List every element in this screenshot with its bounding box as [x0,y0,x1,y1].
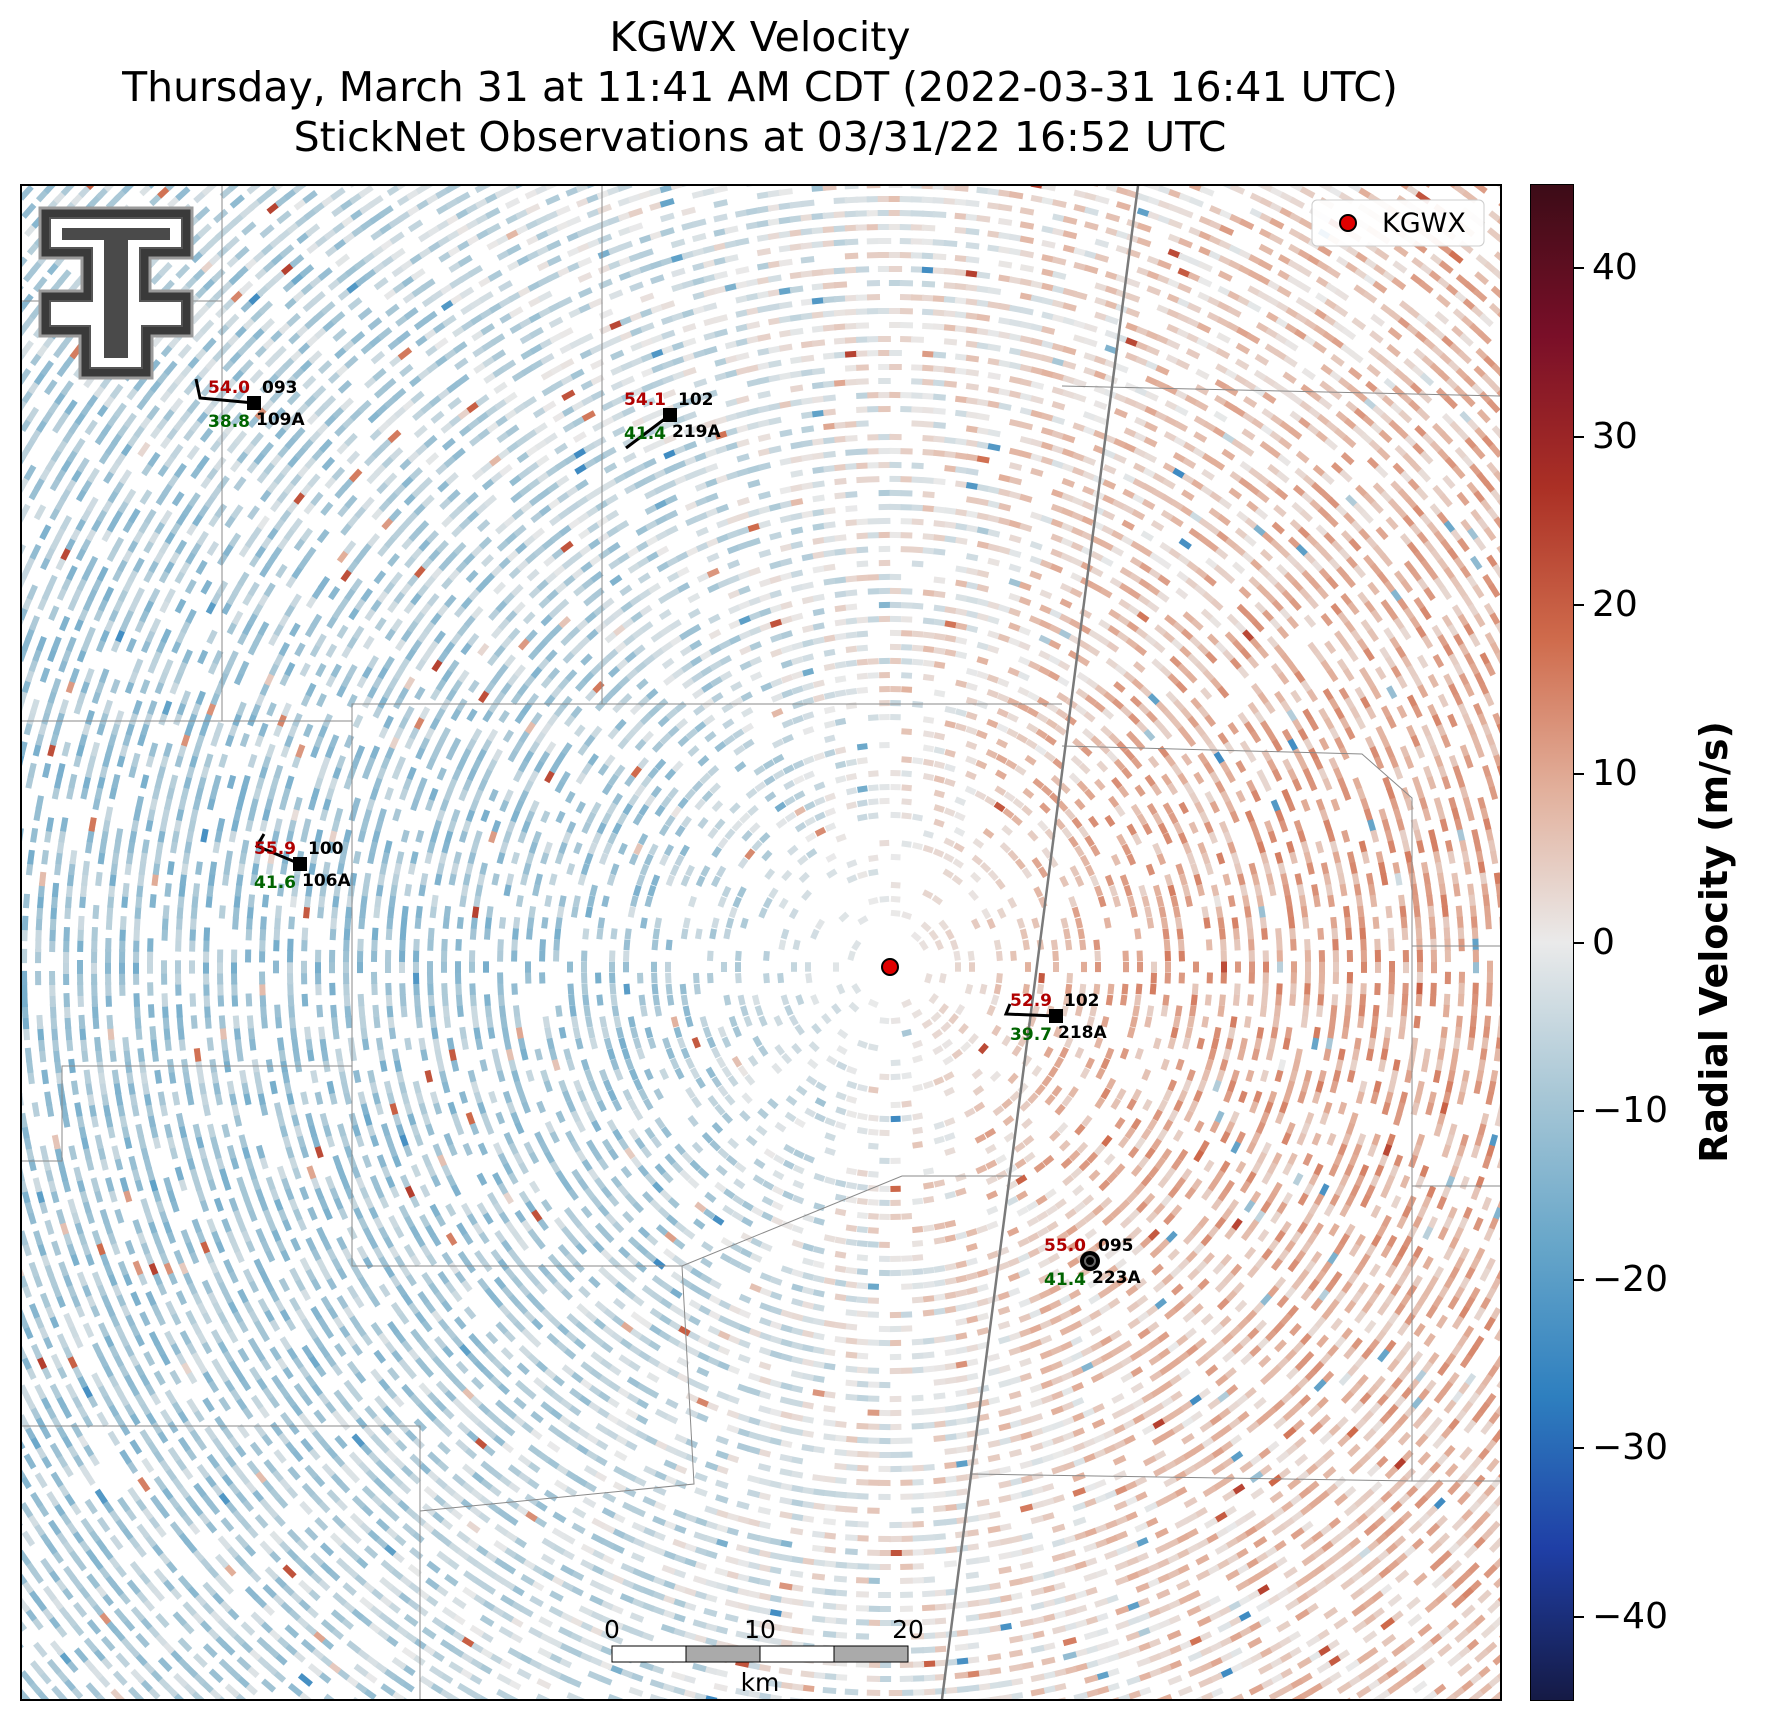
station-wind-direction: 100 [308,839,344,859]
colorbar-tick-label: −20 [1592,1258,1668,1300]
colorbar-tick-mark [1574,1278,1584,1281]
station-dewpoint: 41.4 [1044,1270,1086,1290]
station-temperature: 54.0 [208,378,250,398]
station-dewpoint: 38.8 [208,412,250,432]
station-marker [293,857,307,871]
radar-map: 54.0 093 38.8 109A 54.1 102 41.4 219A 55.9 100 41.… [20,184,1502,1701]
station-temperature: 54.1 [624,390,666,410]
legend-label: KGWX [1382,208,1466,239]
station-id: 223A [1092,1268,1141,1288]
colorbar-tick-label: 40 [1592,247,1638,289]
colorbar-tick-label: 0 [1592,921,1615,963]
station-dewpoint: 41.4 [624,424,666,444]
station-marker [663,408,677,422]
county-boundaries [22,186,1500,1699]
colorbar-tick-mark [1574,267,1584,270]
legend: KGWX [1311,199,1485,247]
colorbar-tick-mark [1574,604,1584,607]
station-wind-direction: 102 [678,390,714,410]
colorbar-tick-mark [1574,1615,1584,1618]
title-block: KGWX Velocity Thursday, March 31 at 11:4… [0,12,1520,162]
station-id: 218A [1058,1023,1107,1043]
station-temperature: 52.9 [1010,991,1052,1011]
scale-unit: km [741,1668,780,1697]
colorbar-tick-mark [1574,941,1584,944]
station-wind-direction: 102 [1064,991,1100,1011]
colorbar [1530,184,1574,1701]
station-marker-calm-ring [1084,1255,1096,1267]
colorbar-tick-label: −10 [1592,1090,1668,1132]
station-219A: 54.1 102 41.4 219A [624,390,721,450]
station-id: 106A [302,871,351,891]
wind-barb-icon [254,833,301,866]
station-wind-direction: 093 [262,378,298,398]
legend-marker [1339,214,1357,232]
colorbar-tick-mark [1574,1110,1584,1113]
station-marker [1080,1251,1100,1271]
state-boundary [940,186,1140,1699]
station-id: 109A [256,410,305,430]
scale-tick-20: 20 [892,1615,924,1644]
station-wind-direction: 095 [1098,1236,1134,1256]
map-subtitle: Thursday, March 31 at 11:41 AM CDT (2022… [122,63,1398,111]
colorbar-label: Radial Velocity (m/s) [1692,721,1736,1163]
colorbar-tick-label: 30 [1592,415,1638,457]
map-subtitle-observations: StickNet Observations at 03/31/22 16:52 … [293,113,1227,161]
station-marker [247,396,261,410]
colorbar-tick-mark [1574,435,1584,438]
station-temperature: 55.0 [1044,1236,1086,1256]
map-title: KGWX Velocity [609,13,911,61]
wind-barb-icon [625,413,671,450]
colorbar-tick-label: 10 [1592,752,1638,794]
station-dewpoint: 39.7 [1010,1025,1052,1045]
colorbar-tick-label: 20 [1592,584,1638,626]
wind-barb-icon [194,378,255,405]
station-temperature: 55.9 [254,839,296,859]
station-218A: 52.9 102 39.7 218A [1003,991,1107,1045]
scale-tick-0: 0 [604,1615,620,1644]
wind-barb-icon [1003,1003,1057,1018]
radar-site-marker [881,958,899,976]
station-106A: 55.9 100 41.6 106A [254,833,351,893]
scale-bar: 0 10 20 km [604,1615,924,1697]
radar-velocity-field [22,186,1500,1699]
station-dewpoint: 41.6 [254,873,296,893]
station-109A: 54.0 093 38.8 109A [194,378,305,432]
station-id: 219A [672,422,721,442]
scale-tick-10: 10 [744,1615,776,1644]
university-logo [38,206,194,380]
colorbar-tick-label: −40 [1592,1595,1668,1637]
colorbar-tick-mark [1574,1447,1584,1450]
station-marker [1049,1009,1063,1023]
station-223A: 55.0 095 41.4 223A [1044,1236,1141,1290]
colorbar-tick-mark [1574,772,1584,775]
colorbar-tick-label: −30 [1592,1427,1668,1469]
sticknet-stations: 54.0 093 38.8 109A 54.1 102 41.4 219A 55.9 100 41.… [194,378,1141,1290]
